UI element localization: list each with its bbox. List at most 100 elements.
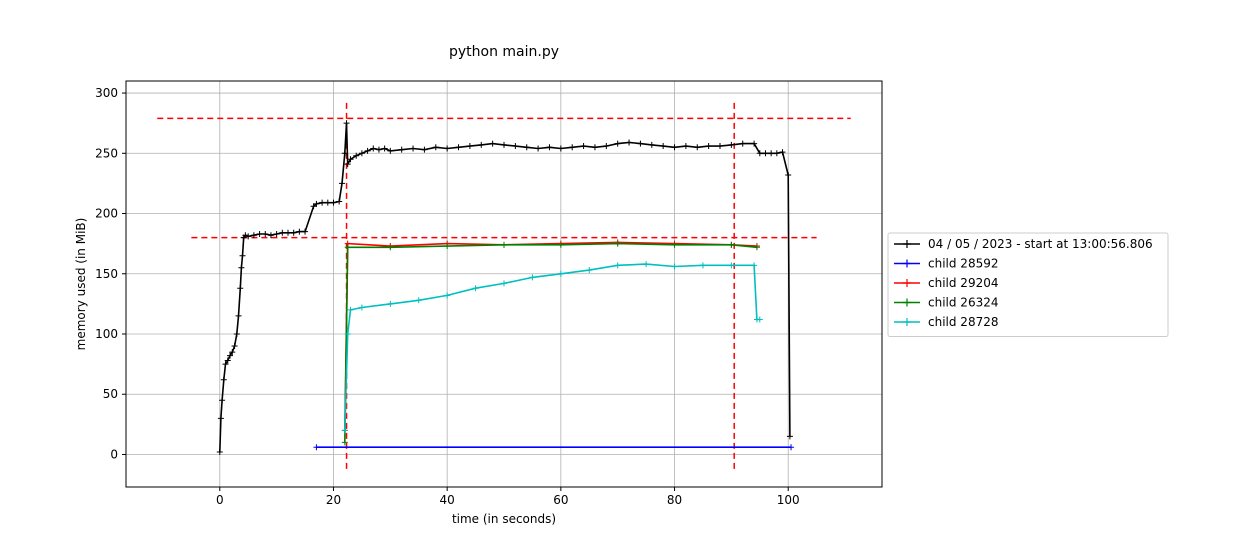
data-point: [671, 263, 678, 270]
data-point: [751, 262, 758, 269]
data-point: [330, 199, 337, 206]
data-point: [580, 143, 587, 150]
data-point: [728, 141, 735, 148]
data-point: [671, 144, 678, 151]
data-point: [229, 349, 236, 356]
data-point: [501, 141, 507, 148]
data-point: [319, 199, 326, 206]
y-tick-label: 0: [110, 447, 118, 461]
data-point: [779, 149, 786, 156]
data-point: [273, 231, 280, 238]
data-point: [557, 270, 564, 277]
data-point: [637, 140, 644, 147]
data-point: [753, 244, 760, 251]
data-point: [339, 180, 345, 187]
y-axis-title: memory used (in MiB): [74, 218, 88, 351]
data-point: [785, 171, 792, 178]
data-point: [290, 229, 297, 236]
data-point: [466, 143, 473, 150]
data-point: [227, 352, 234, 359]
data-point: [648, 141, 655, 148]
legend-marker: [903, 279, 911, 287]
data-point: [614, 262, 621, 269]
x-tick-label: 100: [777, 493, 800, 507]
data-point: [242, 232, 249, 239]
x-tick-label: 40: [440, 493, 455, 507]
y-tick-label: 250: [95, 146, 118, 160]
data-point: [529, 274, 536, 281]
series-line: [344, 263, 760, 431]
ticks: 0 20 40 60 80 100 0 50 100 150 200 250 300: [95, 86, 800, 507]
data-point: [285, 229, 291, 236]
data-point: [239, 252, 246, 259]
data-point: [614, 140, 621, 147]
data-point: [501, 280, 507, 287]
legend-marker: [903, 298, 911, 307]
data-point: [313, 200, 320, 207]
data-point: [347, 306, 354, 313]
data-point: [671, 241, 678, 248]
x-tick-label: 20: [326, 493, 341, 507]
data-point: [279, 229, 286, 236]
series-2: [341, 239, 760, 434]
data-point: [788, 444, 795, 451]
data-point: [250, 232, 257, 239]
data-point: [237, 285, 244, 292]
series-group: [216, 120, 795, 456]
data-point: [387, 244, 394, 251]
data-point: [705, 143, 712, 150]
data-point: [682, 143, 689, 150]
data-point: [375, 146, 382, 153]
data-point: [302, 228, 309, 235]
x-tick-label: 0: [216, 493, 224, 507]
data-point: [773, 150, 780, 157]
data-point: [728, 262, 735, 269]
series-line: [344, 241, 757, 431]
data-point: [398, 146, 405, 153]
data-point: [347, 156, 354, 163]
legend-label: child 28728: [928, 315, 998, 329]
data-point: [586, 267, 593, 274]
series-3: [341, 240, 760, 446]
data-point: [358, 150, 365, 157]
data-point: [313, 444, 320, 451]
data-point: [245, 233, 252, 240]
y-tick-label: 300: [95, 86, 118, 100]
data-point: [591, 144, 598, 151]
data-point: [535, 145, 542, 152]
data-point: [756, 316, 763, 323]
data-point: [344, 330, 351, 337]
data-point: [219, 397, 226, 404]
data-point: [233, 330, 240, 337]
data-point: [296, 228, 303, 235]
data-point: [478, 141, 485, 148]
data-point: [364, 147, 371, 154]
data-point: [660, 143, 667, 150]
data-point: [353, 152, 360, 159]
data-point: [336, 198, 343, 205]
y-tick-label: 150: [95, 267, 118, 281]
series-line: [344, 242, 757, 443]
legend-label: child 29204: [928, 276, 998, 290]
data-point: [262, 231, 269, 238]
data-point: [614, 240, 621, 247]
data-point: [739, 140, 746, 147]
legend: 04 / 05 / 2023 - start at 13:00:56.806 ch…: [887, 232, 1169, 337]
legend-label: 04 / 05 / 2023 - start at 13:00:56.806: [928, 237, 1153, 251]
data-point: [756, 150, 763, 157]
legend-marker: [903, 259, 911, 268]
data-point: [421, 146, 428, 153]
data-point: [444, 145, 451, 152]
data-point: [217, 415, 224, 422]
legend-marker: [903, 240, 911, 248]
data-point: [728, 241, 735, 248]
data-point: [387, 300, 394, 307]
data-point: [267, 232, 274, 239]
y-tick-label: 200: [95, 207, 118, 221]
data-point: [341, 439, 348, 446]
data-point: [444, 243, 451, 250]
data-point: [643, 261, 650, 268]
data-point: [768, 150, 775, 157]
